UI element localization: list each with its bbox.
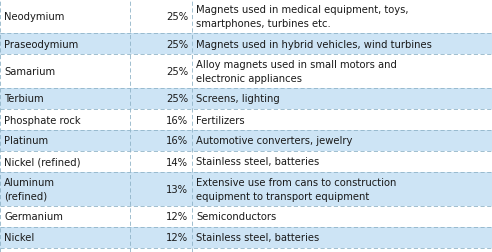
Text: 14%: 14% <box>166 157 188 167</box>
Text: Stainless steel, batteries: Stainless steel, batteries <box>196 233 319 242</box>
Text: Aluminum
(refined): Aluminum (refined) <box>4 178 55 201</box>
Text: 12%: 12% <box>166 233 188 242</box>
Text: 16%: 16% <box>166 115 188 125</box>
Text: Praseodymium: Praseodymium <box>4 39 78 49</box>
Text: 25%: 25% <box>166 12 188 22</box>
Text: 25%: 25% <box>166 39 188 49</box>
Text: Fertilizers: Fertilizers <box>196 115 245 125</box>
Bar <box>0 55 492 89</box>
Text: 13%: 13% <box>166 184 188 194</box>
Text: Extensive use from cans to construction
equipment to transport equipment: Extensive use from cans to construction … <box>196 178 397 201</box>
Text: Alloy magnets used in small motors and
electronic appliances: Alloy magnets used in small motors and e… <box>196 60 397 83</box>
Bar <box>0 0 492 34</box>
Bar <box>0 131 492 151</box>
Text: 16%: 16% <box>166 136 188 146</box>
Text: Stainless steel, batteries: Stainless steel, batteries <box>196 157 319 167</box>
Bar <box>0 110 492 131</box>
Text: Automotive converters, jewelry: Automotive converters, jewelry <box>196 136 352 146</box>
Text: 25%: 25% <box>166 67 188 77</box>
Text: Semiconductors: Semiconductors <box>196 212 276 222</box>
Text: Platinum: Platinum <box>4 136 48 146</box>
Text: Screens, lighting: Screens, lighting <box>196 94 280 104</box>
Bar <box>0 248 492 252</box>
Text: Nickel: Nickel <box>4 233 34 242</box>
Bar <box>0 206 492 227</box>
Text: Magnets used in hybrid vehicles, wind turbines: Magnets used in hybrid vehicles, wind tu… <box>196 39 432 49</box>
Text: Nickel (refined): Nickel (refined) <box>4 157 81 167</box>
Text: Phosphate rock: Phosphate rock <box>4 115 81 125</box>
Bar <box>0 89 492 110</box>
Text: 25%: 25% <box>166 94 188 104</box>
Text: Neodymium: Neodymium <box>4 12 64 22</box>
Bar <box>0 151 492 172</box>
Bar <box>0 172 492 206</box>
Text: Magnets used in medical equipment, toys,
smartphones, turbines etc.: Magnets used in medical equipment, toys,… <box>196 5 408 28</box>
Text: 12%: 12% <box>166 212 188 222</box>
Text: Germanium: Germanium <box>4 212 63 222</box>
Bar <box>0 227 492 248</box>
Bar <box>0 34 492 55</box>
Text: Samarium: Samarium <box>4 67 55 77</box>
Text: Terbium: Terbium <box>4 94 44 104</box>
